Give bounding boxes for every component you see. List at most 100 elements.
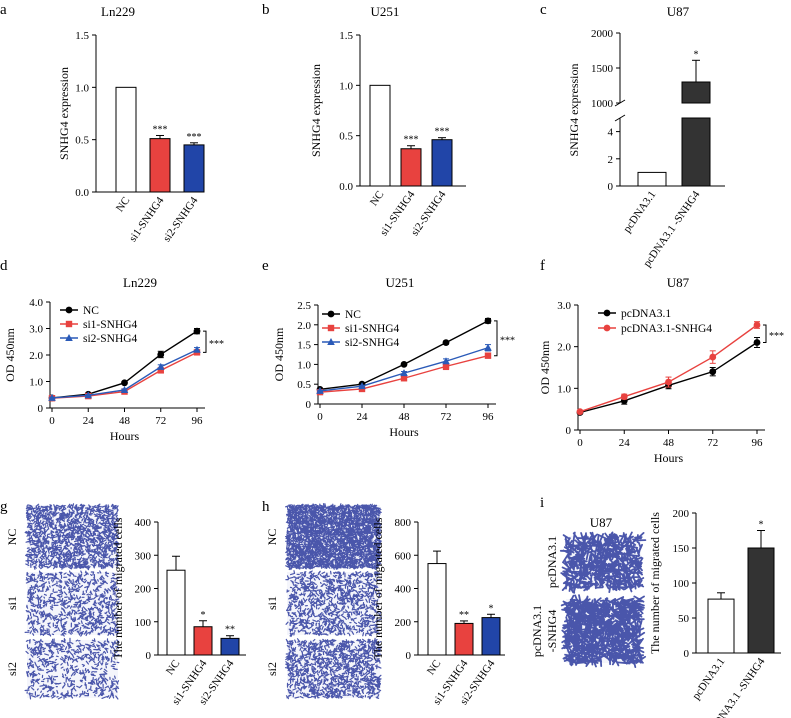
y-tick-label: 0 xyxy=(38,403,44,415)
microscopy-image xyxy=(559,531,647,594)
bar-si2-snhg4 xyxy=(220,637,240,656)
significance-bracket xyxy=(763,324,767,343)
image-row-label: pcDNA3.1 xyxy=(545,536,559,588)
y-tick-label: 1500 xyxy=(591,63,614,75)
series-line-pcdna3-1-snhg4 xyxy=(579,324,758,413)
x-tick-label: 72 xyxy=(441,411,452,423)
legend-label: pcDNA3.1 xyxy=(621,308,671,320)
panel-letter-i: i xyxy=(540,495,544,511)
significance-bracket xyxy=(203,330,207,353)
y-tick-label: 200 xyxy=(135,584,152,596)
y-tick-label: 2.0 xyxy=(297,320,311,332)
bar-pcdna3-1 xyxy=(637,171,667,187)
y-tick-label: 1000 xyxy=(591,98,614,110)
microscopy-image xyxy=(24,570,120,637)
y-tick-label: 200 xyxy=(673,508,690,520)
y-tick-label: 3.0 xyxy=(557,300,571,312)
x-tick-label: 24 xyxy=(619,437,631,449)
y-tick-label: 1.5 xyxy=(297,340,311,352)
x-tick-label: NC xyxy=(114,195,133,214)
panel-letter-b: b xyxy=(262,2,270,18)
y-tick-label: 200 xyxy=(395,617,412,629)
microscopy-image xyxy=(285,570,382,638)
y-tick-label: 0 xyxy=(406,650,412,662)
bar-si1-snhg4 xyxy=(454,622,474,656)
x-tick-label: NC xyxy=(164,658,183,677)
bar-si1-snhg4 xyxy=(149,138,171,193)
data-point xyxy=(316,386,324,394)
microscopy-image xyxy=(24,503,121,571)
panel-letter-h: h xyxy=(262,499,270,515)
image-row-label: si2 xyxy=(5,662,19,676)
x-axis-label: Hours xyxy=(654,451,684,465)
x-tick-label: 48 xyxy=(663,437,675,449)
x-tick-label: 96 xyxy=(192,415,204,427)
y-tick-label: 1.5 xyxy=(75,30,89,42)
bar-si2-snhg4 xyxy=(431,139,453,187)
panel-e: e U251 0 0.5 1.0 1.5 2.0 2.5 0 24 48 72 96 Hours OD 45… xyxy=(262,258,515,439)
bar-nc xyxy=(369,84,391,187)
y-tick-label: 300 xyxy=(135,550,152,562)
y-tick-label: 0.5 xyxy=(75,135,89,147)
data-point xyxy=(603,324,611,332)
bar-pcdna3-1-snhg4 xyxy=(747,547,775,654)
legend-label: si2-SNHG4 xyxy=(345,337,400,349)
x-tick-label: 24 xyxy=(357,411,369,423)
y-tick-label: 150 xyxy=(673,543,690,555)
x-tick-label: 72 xyxy=(155,415,166,427)
y-tick-label: 0.5 xyxy=(339,131,353,143)
cell-marks xyxy=(24,637,120,700)
data-point xyxy=(84,391,93,399)
panel-h-images: hU251NCsi1si2 xyxy=(262,499,383,700)
legend-label: si1-SNHG4 xyxy=(345,323,400,335)
x-tick-label: 0 xyxy=(49,415,55,427)
microscopy-image xyxy=(560,594,646,668)
y-axis-label: OD 450nm xyxy=(538,340,552,394)
data-point xyxy=(484,352,492,359)
x-tick-label: 0 xyxy=(577,437,583,449)
x-tick-label: 0 xyxy=(317,411,323,423)
data-point xyxy=(484,317,492,325)
y-tick-label: 0 xyxy=(608,181,614,193)
image-row-label: si2 xyxy=(265,662,279,676)
data-point xyxy=(484,343,492,351)
bar-pcdna3-1-snhg4-lower xyxy=(681,117,711,187)
x-tick-label: 72 xyxy=(707,437,718,449)
bar-nc xyxy=(166,569,186,656)
data-point xyxy=(48,393,56,401)
data-point xyxy=(400,369,408,377)
x-axis-label: Hours xyxy=(110,429,140,443)
x-tick-label: NC xyxy=(368,189,387,208)
panel-f: f U87 0 1.0 2.0 3.0 0 24 48 72 96 Hours OD 450nm pcDN… xyxy=(538,258,784,465)
y-tick-label: 1.0 xyxy=(297,359,311,371)
cell-marks xyxy=(559,531,647,594)
y-tick-label: 2 xyxy=(608,154,614,166)
data-point xyxy=(709,368,717,376)
microscopy-image xyxy=(285,503,382,571)
image-row-label: si1 xyxy=(265,596,279,610)
y-tick-label: 3.0 xyxy=(29,324,43,336)
significance-label: *** xyxy=(187,132,202,143)
x-tick-label: 24 xyxy=(83,415,95,427)
axis-break-mark xyxy=(614,114,626,122)
significance-label: *** xyxy=(500,335,515,346)
significance-label: * xyxy=(201,610,206,621)
panel-title: U87 xyxy=(590,515,613,530)
legend-label: si2-SNHG4 xyxy=(83,333,138,345)
significance-bracket xyxy=(494,320,498,357)
y-tick-label: 2000 xyxy=(591,28,614,40)
bar-si1-snhg4 xyxy=(193,626,213,656)
y-axis-label: SNHG4 expression xyxy=(309,64,323,157)
y-tick-label: 4 xyxy=(608,127,614,139)
panel-title: Ln229 xyxy=(123,275,157,290)
y-tick-label: 1.0 xyxy=(75,82,89,94)
data-point xyxy=(157,351,165,358)
image-row-label: si1 xyxy=(5,596,19,610)
data-point xyxy=(327,310,335,318)
data-point xyxy=(442,357,450,365)
x-axis-label: Hours xyxy=(389,425,419,439)
cell-marks xyxy=(560,594,646,668)
legend-label: NC xyxy=(83,305,99,317)
